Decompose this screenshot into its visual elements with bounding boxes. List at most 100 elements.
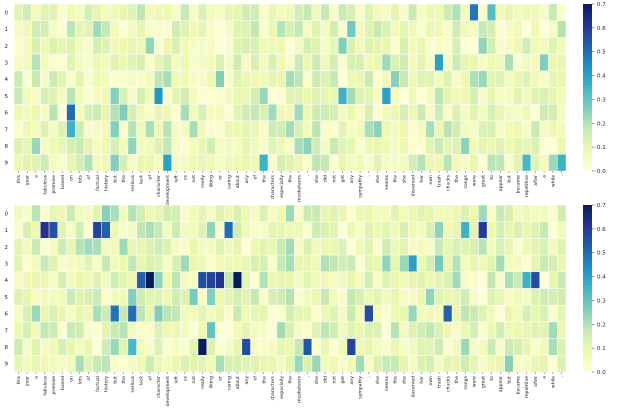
- heatmap-cell: [381, 53, 392, 72]
- heatmap-cell: [355, 254, 365, 273]
- heatmap-cell: [399, 154, 409, 172]
- heatmap-cell: [451, 321, 462, 339]
- heatmap-cell: [118, 154, 129, 172]
- column-tick-label: a: [543, 175, 548, 178]
- heatmap-cell: [250, 238, 260, 256]
- heatmap-cell: [267, 154, 278, 172]
- heatmap-cell: [329, 87, 339, 105]
- heatmap-cell: [329, 137, 339, 155]
- column-tick-label: year: [25, 376, 31, 386]
- heatmap-cell: [276, 204, 286, 222]
- heatmap-cell: [469, 154, 479, 172]
- heatmap-cell: [451, 355, 462, 373]
- column-tick-label: appear: [498, 376, 504, 392]
- heatmap-cell: [83, 103, 94, 122]
- heatmap-cell: [31, 355, 41, 373]
- heatmap-cell: [469, 20, 479, 38]
- heatmap-cell: [75, 70, 85, 88]
- row-tick-label: 7: [5, 328, 9, 334]
- heatmap-cell: [250, 53, 260, 72]
- heatmap-cell: [276, 103, 286, 122]
- heatmap-cell: [57, 288, 67, 306]
- heatmap-cell: [224, 355, 234, 373]
- heatmap-cell: [57, 271, 67, 289]
- heatmap-cell: [311, 20, 321, 38]
- column-tick-label: year: [25, 175, 31, 185]
- heatmap-cell: [127, 20, 137, 38]
- column-tick-label: ,: [306, 174, 311, 176]
- heatmap-cell: [486, 355, 497, 373]
- heatmap-cell: [425, 70, 435, 88]
- heatmap-cell: [425, 204, 435, 222]
- heatmap-cell: [118, 321, 129, 339]
- heatmap-cell: [48, 53, 59, 72]
- heatmap-cell: [259, 254, 269, 273]
- heatmap-cell: [364, 221, 374, 239]
- heatmap-cell: [521, 338, 532, 356]
- heatmap-cell: [372, 3, 383, 21]
- heatmap-cell: [92, 271, 102, 289]
- heatmap-cell: [145, 355, 155, 373]
- heatmap-cell: [66, 154, 76, 172]
- heatmap-cell: [232, 221, 243, 239]
- heatmap-cell: [556, 221, 567, 239]
- heatmap-cell: [101, 20, 111, 38]
- heatmap-cell: [241, 120, 251, 138]
- heatmap-cell: [206, 321, 216, 339]
- heatmap-cell: [556, 304, 567, 323]
- heatmap-cell: [250, 204, 260, 222]
- heatmap-cell: [285, 3, 295, 21]
- heatmap-cell: [180, 87, 190, 105]
- heatmap-cell: [110, 103, 120, 122]
- colorbar-tick-label: 0.2: [597, 121, 606, 127]
- heatmap-cell: [66, 87, 76, 105]
- heatmap-cell: [110, 204, 120, 222]
- column-tick-label: after: [533, 175, 539, 186]
- heatmap-cell: [451, 204, 462, 222]
- heatmap-cell: [556, 338, 567, 356]
- heatmap-cell: [215, 288, 225, 306]
- heatmap-cell: [197, 355, 208, 373]
- column-tick-label: became: [515, 376, 521, 395]
- heatmap-cell: [556, 120, 567, 138]
- heatmap-cell: [539, 221, 549, 239]
- heatmap-cell: [197, 103, 208, 122]
- heatmap-cell: [381, 321, 392, 339]
- heatmap-cell: [320, 37, 330, 55]
- heatmap-cell: [294, 20, 304, 38]
- heatmap-cell: [381, 254, 392, 273]
- heatmap-cell: [390, 321, 400, 339]
- heatmap-cell: [57, 103, 67, 122]
- heatmap-cell: [162, 355, 173, 373]
- heatmap-cell: [180, 204, 190, 222]
- heatmap-cell: [320, 355, 330, 373]
- heatmap-cell: [101, 271, 111, 289]
- column-tick-label: were: [472, 376, 478, 387]
- heatmap-cell: [276, 271, 286, 289]
- heatmap-cell: [145, 288, 155, 306]
- heatmap-cell: [434, 70, 444, 88]
- heatmap-cell: [75, 37, 85, 55]
- row-tick-label: 8: [5, 345, 9, 351]
- heatmap-cell: [294, 355, 304, 373]
- heatmap-cell: [513, 355, 523, 373]
- heatmap-cell: [180, 271, 190, 289]
- heatmap-cell: [390, 20, 400, 38]
- heatmap-cell: [311, 137, 321, 155]
- heatmap-cell: [31, 70, 41, 88]
- heatmap-cell: [57, 87, 67, 105]
- heatmap-cell: [83, 338, 94, 356]
- heatmap-cell: [48, 87, 59, 105]
- heatmap-cell: [110, 154, 120, 172]
- heatmap-cell: [162, 70, 173, 88]
- heatmap-cell: [241, 37, 251, 55]
- heatmap-cell: [443, 103, 453, 122]
- heatmap-cell: [153, 221, 164, 239]
- heatmap-cell: [118, 238, 129, 256]
- heatmap-cell: [153, 321, 164, 339]
- heatmap-cell: [337, 103, 348, 122]
- heatmap-cell: [197, 37, 208, 55]
- heatmap-cell: [118, 103, 129, 122]
- heatmap-cell: [408, 204, 418, 222]
- heatmap-cell: [372, 204, 383, 222]
